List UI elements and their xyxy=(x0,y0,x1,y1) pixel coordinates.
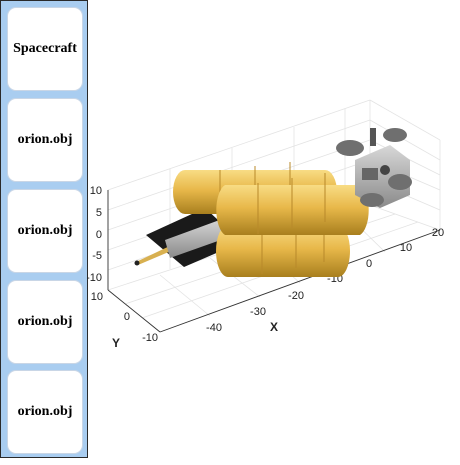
service-module xyxy=(165,218,232,258)
orion-obj-button-2[interactable]: orion.obj xyxy=(7,189,83,273)
z-axis-ticks: 10 5 0 -5 -10 xyxy=(86,185,102,284)
z-tick: -10 xyxy=(88,272,102,284)
y-tick: -10 xyxy=(142,332,158,344)
z-tick: 5 xyxy=(96,207,102,219)
z-tick: -5 xyxy=(92,250,102,262)
antenna-dish xyxy=(388,174,412,190)
x-tick: 20 xyxy=(432,227,444,239)
sidebar: Spacecraft orion.obj orion.obj orion.obj… xyxy=(0,0,88,458)
x-axis-label: X xyxy=(270,320,278,334)
x-tick: -40 xyxy=(206,322,222,334)
tank-row-front xyxy=(216,173,369,235)
orion-obj-button-1[interactable]: orion.obj xyxy=(7,98,83,182)
engine-nozzle xyxy=(134,260,140,266)
x-tick: -20 xyxy=(288,290,304,302)
antenna-dish xyxy=(383,128,407,142)
orion-obj-button-3[interactable]: orion.obj xyxy=(7,280,83,364)
antenna-dish xyxy=(360,193,384,207)
spacecraft-model xyxy=(134,128,412,277)
y-axis-label: Y xyxy=(112,336,120,350)
spacecraft-button[interactable]: Spacecraft xyxy=(7,7,83,91)
axis-lines xyxy=(107,190,441,333)
x-tick: 10 xyxy=(400,242,412,254)
y-axis-ticks: 10 0 -10 xyxy=(91,291,158,344)
3d-axes[interactable]: 10 5 0 -5 -10 10 0 -10 Y -40 -30 -20 -10… xyxy=(86,0,460,460)
antenna-dish xyxy=(336,140,364,156)
x-tick: 0 xyxy=(366,258,372,270)
orion-obj-button-4[interactable]: orion.obj xyxy=(7,370,83,454)
y-tick: 10 xyxy=(91,291,103,303)
station-module xyxy=(336,128,412,208)
plot-area[interactable]: 10 5 0 -5 -10 10 0 -10 Y -40 -30 -20 -10… xyxy=(86,0,460,460)
z-tick: 0 xyxy=(96,229,102,241)
x-tick: -30 xyxy=(250,306,266,318)
z-tick: 10 xyxy=(90,185,102,197)
y-tick: 0 xyxy=(124,311,130,323)
